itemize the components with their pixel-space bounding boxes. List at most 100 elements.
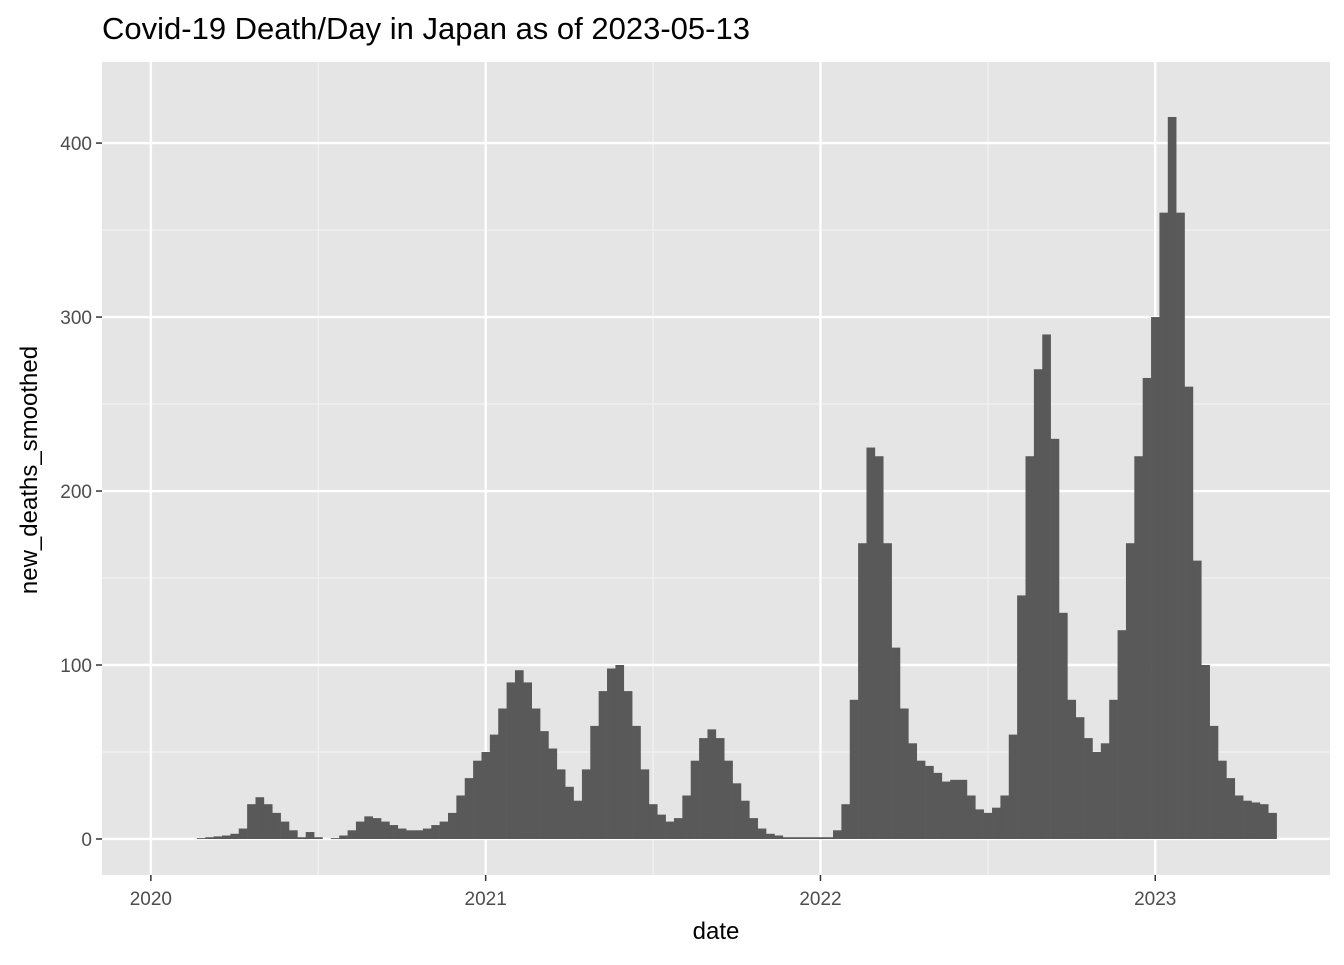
bar xyxy=(1159,212,1169,839)
bar xyxy=(715,738,725,839)
bar xyxy=(481,751,491,839)
bar xyxy=(883,543,892,839)
bar xyxy=(364,816,373,839)
bar xyxy=(372,818,382,839)
bar xyxy=(1218,760,1227,839)
bars xyxy=(196,116,1277,839)
bar xyxy=(540,731,549,839)
bar xyxy=(623,691,633,839)
bar xyxy=(397,828,407,839)
bar xyxy=(699,738,708,839)
y-tick-label: 0 xyxy=(81,830,92,851)
bar xyxy=(1075,717,1085,839)
bar xyxy=(448,812,457,839)
bar xyxy=(849,699,859,839)
bar xyxy=(406,830,415,839)
bar xyxy=(489,734,499,839)
bar xyxy=(950,779,959,839)
bar xyxy=(1050,438,1060,839)
bar xyxy=(288,830,298,839)
bar xyxy=(615,665,625,839)
bar xyxy=(866,447,876,839)
bar xyxy=(966,795,976,839)
bar xyxy=(280,821,290,839)
bar xyxy=(690,760,700,839)
x-axis-title: date xyxy=(693,918,740,945)
bar xyxy=(247,804,256,839)
bar xyxy=(473,760,482,839)
x-tick-label: 2021 xyxy=(465,889,507,910)
bar xyxy=(757,828,767,839)
bar xyxy=(1117,630,1127,839)
bar xyxy=(222,835,231,839)
bar xyxy=(464,778,474,839)
bar xyxy=(1192,560,1202,839)
bar xyxy=(673,818,683,839)
bar xyxy=(749,818,758,839)
bar xyxy=(841,804,851,839)
bar xyxy=(908,743,918,839)
y-tick-label: 400 xyxy=(60,134,92,155)
bar xyxy=(657,814,666,839)
bar xyxy=(740,800,750,839)
bar xyxy=(339,835,348,839)
bar xyxy=(1125,543,1135,839)
y-axis-title: new_deaths_smoothed xyxy=(16,346,43,594)
bar xyxy=(523,682,532,839)
bar xyxy=(238,828,248,839)
y-tick-label: 100 xyxy=(60,656,92,677)
bar xyxy=(305,832,315,839)
bar xyxy=(925,765,934,839)
bar xyxy=(556,769,566,839)
bar xyxy=(1184,386,1194,839)
bar xyxy=(598,691,608,839)
bar xyxy=(196,838,206,839)
bar xyxy=(1209,725,1219,839)
bar xyxy=(874,456,884,839)
bar xyxy=(565,786,574,839)
x-tick-label: 2022 xyxy=(799,889,841,910)
y-tick-label: 300 xyxy=(60,308,92,329)
bar xyxy=(1042,334,1051,839)
bar xyxy=(1067,699,1077,839)
bar xyxy=(782,837,792,839)
bar xyxy=(983,812,993,839)
bar xyxy=(213,836,223,839)
bar xyxy=(531,708,541,839)
bar xyxy=(514,670,524,839)
bar xyxy=(1243,800,1252,839)
bar xyxy=(422,828,432,839)
bar xyxy=(1100,743,1110,839)
bar xyxy=(1167,116,1177,839)
bar xyxy=(590,725,599,839)
bar xyxy=(581,769,591,839)
bar xyxy=(1134,456,1143,839)
bar xyxy=(607,668,616,839)
bar xyxy=(230,833,240,839)
bar xyxy=(439,821,449,839)
bar xyxy=(314,837,323,839)
axes: 2020 2021 2022 2023 0 100 200 300 400 xyxy=(60,134,1176,910)
bar xyxy=(858,543,867,839)
bar xyxy=(707,729,717,839)
bar xyxy=(941,781,951,839)
bar xyxy=(389,825,399,839)
bar xyxy=(506,682,516,839)
bar xyxy=(648,804,658,839)
bar xyxy=(632,725,641,839)
bar xyxy=(347,830,357,839)
bar xyxy=(1017,595,1026,839)
bar xyxy=(1226,778,1236,839)
bar xyxy=(381,821,390,839)
bar xyxy=(816,837,825,839)
bar xyxy=(548,748,558,839)
bar xyxy=(958,779,968,839)
bar xyxy=(992,807,1001,839)
bar xyxy=(1109,699,1118,839)
bar xyxy=(1084,738,1093,839)
bar xyxy=(799,837,809,839)
bar xyxy=(1058,612,1068,839)
x-tick-label: 2023 xyxy=(1134,889,1176,910)
bar xyxy=(1268,812,1277,839)
